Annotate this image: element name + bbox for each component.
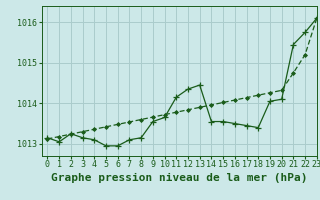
X-axis label: Graphe pression niveau de la mer (hPa): Graphe pression niveau de la mer (hPa): [51, 173, 308, 183]
